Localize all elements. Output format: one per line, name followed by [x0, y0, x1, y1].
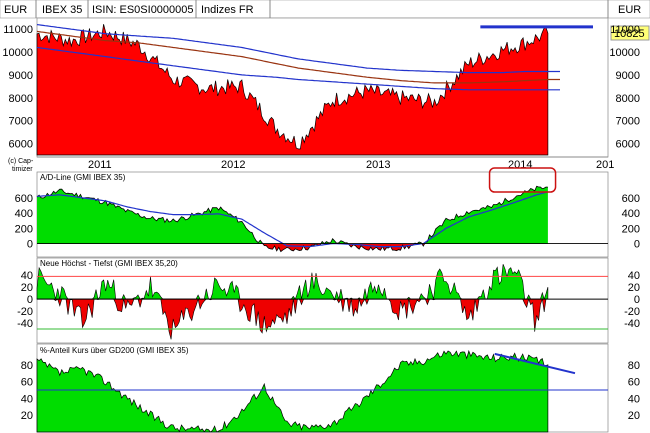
x-tick-2015: 201 — [596, 159, 614, 171]
new-highs-lows-panel-ytick-left-4: 40 — [21, 270, 33, 282]
isin-label: ISIN: ES0SI0000005 — [92, 4, 194, 16]
new-highs-lows-panel-ytick-right-0: -40 — [624, 318, 640, 330]
new-highs-lows-panel-ytick-right-3: 20 — [628, 282, 640, 294]
price-panel-ytick-right-3: 9000 — [616, 70, 640, 82]
pct-above-gd200-panel-ytick-left-1: 40 — [21, 393, 33, 405]
copyright-line1: (c) Cap- — [8, 158, 34, 165]
price-panel-ytick-right-5: 11000 — [610, 24, 640, 36]
price-panel-ytick-right-2: 8000 — [616, 93, 640, 105]
header-bar: EUR IBEX 35 ISIN: ES0SI0000005 Indizes F… — [0, 0, 650, 19]
price-panel-ytick-right-0: 6000 — [616, 139, 640, 151]
pct-above-gd200-panel-ytick-left-0: 20 — [21, 410, 33, 422]
gd200-panel-title: %-Anteil Kurs über GD200 (GMI IBEX 35) — [40, 346, 189, 355]
currency-right: EUR — [618, 4, 641, 16]
ad-line-panel-ytick-right-3: 600 — [622, 193, 640, 205]
pct-above-gd200-panel-ytick-right-0: 20 — [628, 410, 640, 422]
pct-above-gd200-panel-ytick-left-2: 60 — [21, 377, 33, 389]
ad-line — [36, 185, 548, 253]
ad-area-positive — [37, 186, 548, 244]
ad-line-panel-ytick-right-1: 200 — [622, 223, 640, 235]
ad-line-panel-ytick-left-1: 200 — [15, 223, 33, 235]
price-panel-ytick-left-2: 8000 — [9, 93, 33, 105]
price-panel-ytick-left-3: 9000 — [9, 70, 33, 82]
ad-line-panel-ytick-left-0: 0 — [27, 239, 33, 251]
ad-line-panel-ytick-right-2: 400 — [622, 208, 640, 220]
copyright-line2: timizer — [12, 166, 33, 173]
new-highs-lows-panel-ytick-left-3: 20 — [21, 282, 33, 294]
pct-above-gd200-panel-ytick-right-3: 80 — [628, 360, 640, 372]
moving-average-line-3 — [36, 46, 560, 91]
new-highs-lows-panel-ytick-right-4: 40 — [628, 270, 640, 282]
last-price-value: 10825 — [614, 28, 645, 40]
gd200-area — [36, 349, 549, 433]
price-panel-ytick-right-4: 10000 — [609, 47, 640, 59]
hl-area-negative — [36, 298, 549, 340]
new-highs-lows-panel-ytick-right-2: 0 — [634, 294, 640, 306]
currency-left: EUR — [4, 4, 27, 16]
x-tick-2012: 2012 — [221, 159, 245, 171]
x-tick-2011: 2011 — [88, 159, 112, 171]
x-axis: 2011 2012 2013 2014 201 — [37, 156, 614, 171]
ad-line-panel-ytick-right-0: 0 — [634, 239, 640, 251]
hl-panel-title: Neue Höchst - Tiefst (GMI IBEX 35,20) — [40, 259, 178, 268]
pct-above-gd200-panel-ytick-right-1: 40 — [628, 393, 640, 405]
ad-moving-average — [36, 191, 549, 248]
price-panel-ytick-left-0: 6000 — [9, 139, 33, 151]
price-panel-ytick-left-4: 10000 — [2, 47, 33, 59]
x-tick-2013: 2013 — [366, 159, 390, 171]
ad-panel-title: A/D-Line (GMI IBEX 35) — [40, 173, 126, 182]
pct-above-gd200-panel-ytick-left-3: 80 — [21, 360, 33, 372]
ad-line-panel-ytick-left-3: 600 — [15, 193, 33, 205]
last-price-tag: 10825 — [610, 25, 650, 41]
ad-area-negative — [37, 243, 548, 252]
new-highs-lows-panel-ytick-left-1: -20 — [17, 306, 33, 318]
x-tick-2014: 2014 — [508, 159, 532, 171]
pct-above-gd200-panel-ytick-right-2: 60 — [628, 377, 640, 389]
category-label: Indizes FR — [201, 4, 254, 16]
price-panel-ytick-left-1: 7000 — [9, 116, 33, 128]
symbol-label: IBEX 35 — [42, 4, 82, 16]
new-highs-lows-panel-ytick-left-2: 0 — [27, 294, 33, 306]
ad-line-panel-ytick-left-2: 400 — [15, 208, 33, 220]
moving-average-line-1 — [36, 24, 560, 74]
price-panel-ytick-left-5: 11000 — [3, 24, 33, 36]
ad-highlight-box — [488, 167, 557, 193]
new-highs-lows-panel-ytick-left-0: -40 — [17, 318, 33, 330]
price-area — [36, 24, 549, 156]
moving-average-line-2 — [36, 30, 560, 84]
gd200-trend-line — [494, 352, 576, 375]
price-panel-ytick-right-1: 7000 — [616, 116, 640, 128]
new-highs-lows-panel-ytick-right-1: -20 — [624, 306, 640, 318]
